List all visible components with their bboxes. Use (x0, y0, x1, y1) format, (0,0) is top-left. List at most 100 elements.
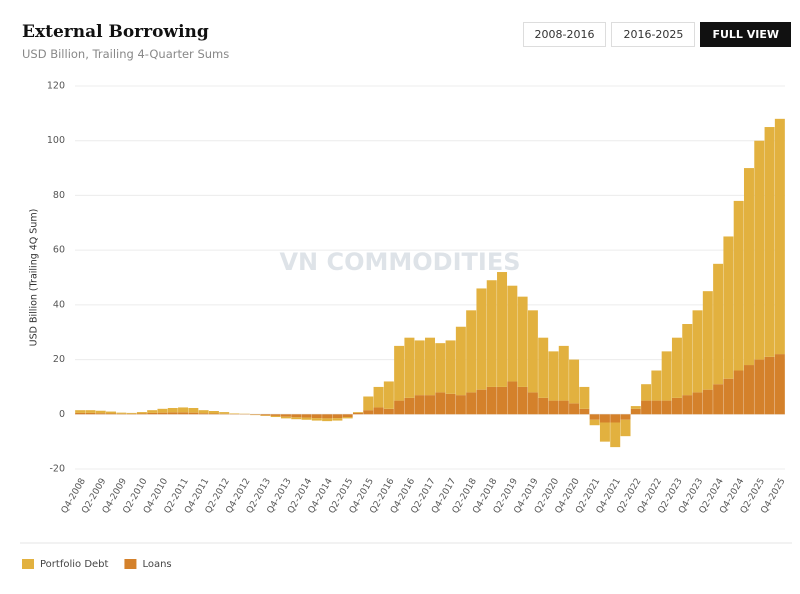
bar-segment (527, 392, 538, 415)
y-tick-label: 100 (47, 135, 65, 146)
bar-segment (75, 410, 86, 413)
bar-segment (445, 393, 456, 415)
bar-segment (630, 406, 641, 409)
legend-label: Loans (142, 559, 171, 570)
bar-segment (208, 413, 219, 415)
bar-segment (280, 416, 291, 419)
bar-segment (517, 296, 528, 387)
bar-segment (383, 408, 394, 415)
y-tick-label: -20 (49, 464, 65, 475)
bar-segment (466, 392, 477, 415)
bar-segment (723, 236, 734, 379)
chart-title: External Borrowing (22, 22, 209, 42)
bar-segment (599, 414, 610, 423)
range-button[interactable]: FULL VIEW (700, 22, 791, 47)
bar-segment (178, 412, 189, 415)
bar-segment (569, 359, 580, 404)
legend-swatch (22, 559, 34, 569)
bar-segment (497, 386, 508, 415)
bar-segment (301, 417, 312, 420)
bar-segment (414, 340, 425, 396)
bar-segment (610, 422, 621, 448)
y-tick-label: 80 (53, 190, 65, 201)
bar-segment (641, 384, 652, 401)
bar-segment (692, 392, 703, 415)
bar-segment (219, 412, 230, 414)
bar-segment (229, 413, 240, 415)
y-tick-label: 0 (59, 409, 65, 420)
range-button[interactable]: 2016-2025 (611, 22, 696, 47)
bar-segment (270, 415, 281, 418)
bar-segment (188, 412, 199, 415)
bar-segment (219, 413, 230, 415)
bar-segment (651, 400, 662, 415)
bar-segment (558, 345, 569, 401)
y-tick-label: 60 (53, 245, 65, 256)
bar-segment (332, 414, 343, 419)
bar-segment (157, 408, 168, 413)
bar-segment (425, 337, 435, 396)
bar-segment (208, 411, 219, 414)
bar-segment (466, 310, 477, 393)
bar-segment (507, 285, 518, 382)
bar-segment (774, 118, 785, 355)
y-tick-label: 120 (47, 81, 65, 92)
bar-segment (476, 288, 487, 390)
bar-segment (332, 418, 343, 421)
bar-segment (743, 168, 754, 366)
bar-segment (620, 419, 631, 437)
bar-segment (651, 370, 662, 401)
bar-segment (147, 412, 158, 415)
bar-segment (198, 413, 209, 415)
bar-segment (661, 351, 672, 401)
bar-segment (75, 412, 86, 415)
bar-segment (733, 200, 744, 371)
bar-segment (311, 418, 322, 421)
bar-segment (764, 356, 775, 415)
bar-segment (106, 413, 117, 415)
bar-segment (425, 395, 435, 415)
bar-segment (538, 337, 549, 398)
bar-segment (373, 386, 384, 408)
bar-segment (527, 310, 538, 393)
bar-segment (435, 343, 446, 393)
watermark: VN COMMODITIES (279, 248, 520, 276)
bar-segment (394, 345, 405, 401)
legend-label: Portfolio Debt (40, 559, 109, 570)
bar-segment (85, 412, 96, 415)
range-button[interactable]: 2008-2016 (522, 22, 607, 47)
bar-segment (136, 413, 147, 415)
bar-segment (280, 414, 291, 417)
bar-segment (342, 417, 353, 419)
bar-segment (342, 414, 353, 418)
bar-segment (352, 412, 363, 413)
bar-segment (754, 359, 765, 415)
bar-segment (352, 412, 363, 415)
bar-segment (373, 407, 384, 415)
bar-segment (363, 410, 374, 415)
bar-segment (610, 414, 621, 423)
bar-segment (260, 415, 271, 416)
bar-segment (754, 140, 765, 360)
bar-segment (517, 386, 528, 415)
bar-segment (301, 414, 312, 418)
bar-segment (713, 263, 724, 385)
bar-segment (589, 414, 600, 420)
bar-segment (774, 354, 785, 415)
bar-segment (147, 410, 158, 413)
bar-segment (713, 384, 724, 415)
y-tick-label: 40 (53, 299, 65, 310)
range-buttons: 2008-2016 2016-2025 FULL VIEW (522, 22, 791, 47)
bar-segment (589, 419, 600, 426)
bar-segment (250, 414, 261, 415)
bar-segment (682, 324, 693, 396)
bar-segment (435, 392, 446, 415)
bar-segment (486, 386, 497, 415)
bar-segment (106, 411, 117, 414)
bar-segment (198, 410, 209, 414)
bar-segment (322, 418, 333, 422)
bar-segment (404, 337, 415, 398)
bar-segment (671, 397, 682, 415)
bar-segment (661, 400, 672, 415)
